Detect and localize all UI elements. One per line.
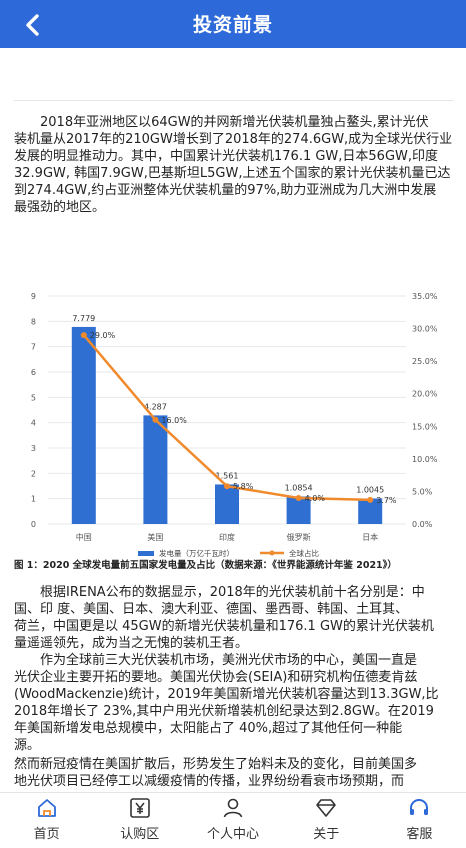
text-line: 源。 xyxy=(14,738,41,753)
x-tick-label: 美国 xyxy=(147,532,163,542)
nav-label-subscribe: 认购区 xyxy=(120,827,160,842)
x-tick-label: 俄罗斯 xyxy=(287,532,311,542)
nav-item-home[interactable]: 首页 xyxy=(0,793,93,848)
legend-swatch-bars xyxy=(138,551,154,556)
y-left-tick-label: 8 xyxy=(31,317,36,326)
y-right-tick-label: 5.0% xyxy=(412,487,433,496)
nav-item-subscribe[interactable]: 认购区 xyxy=(93,793,186,848)
nav-item-profile[interactable]: 个人中心 xyxy=(186,793,279,848)
generation-chart: 0 1 2 3 4 5 6 7 8 9 0.0% 5.0% 10.0% 15.0% 20.0% 25.0% 30… xyxy=(14,292,438,570)
text-line: 然而新冠疫情在美国扩散后，形势发生了始料未及的变化，目前美国多 xyxy=(14,757,418,772)
legend-label-bars: 发电量（万亿千瓦时） xyxy=(159,548,234,558)
bar-value-label: 1.0045 xyxy=(356,486,384,495)
y-left-tick-label: 2 xyxy=(31,469,36,478)
line-point xyxy=(152,416,159,423)
back-arrow-icon[interactable] xyxy=(18,10,48,40)
text-line: 根据IRENA公布的数据显示，2018年的光伏装机前十名分别是：中 xyxy=(14,585,425,600)
y-right-tick-label: 35.0% xyxy=(412,292,438,301)
line-point xyxy=(367,496,374,503)
x-tick-label: 中国 xyxy=(76,532,92,542)
line-value-label: 3.7% xyxy=(376,496,397,505)
y-right-tick-label: 25.0% xyxy=(412,357,438,366)
y-left-tick-label: 4 xyxy=(31,419,36,428)
y-right-tick-label: 0.0% xyxy=(412,520,433,529)
text-line: 最强劲的地区。 xyxy=(14,200,106,215)
user-icon xyxy=(223,798,243,818)
line-point xyxy=(295,494,302,501)
app-header: 投资前景 xyxy=(0,0,466,48)
text-line: 32.9GW, 韩国7.9GW,巴基斯坦L5GW,上述五个国家的累计光伏装机量已… xyxy=(14,166,451,181)
y-left-tick-label: 7 xyxy=(31,343,36,352)
text-line: 作为全球前三大光伏装机市场，美洲光伏市场的中心，美国一直是 xyxy=(14,653,418,668)
y-left-tick-label: 1 xyxy=(31,495,36,504)
diamond-icon xyxy=(316,799,337,817)
headset-icon xyxy=(410,799,429,815)
paragraph-usa: 作为全球前三大光伏装机市场，美洲光伏市场的中心，美国一直是 光伏企业主要开拓的要… xyxy=(14,652,454,754)
legend-label-line: 全球占比 xyxy=(289,548,319,558)
text-line: 光伏企业主要开拓的要地。美国光伏协会(SEIA)和研究机构伍德麦肯兹 xyxy=(14,670,418,685)
y-right-tick-label: 15.0% xyxy=(412,422,438,431)
yen-icon xyxy=(129,798,150,818)
paragraph-covid: 然而新冠疫情在美国扩散后，形势发生了始料未及的变化，目前美国多 地光伏项目已经停… xyxy=(14,756,454,790)
text-line: 发展的明显推动力。其中，中国累计光伏装机176.1 GW,日本56GW,印度 xyxy=(14,149,439,164)
text-line: (WoodMackenzie)统计，2019年美国新增光伏装机容量达到13.3G… xyxy=(14,687,439,702)
legend-marker-line xyxy=(269,550,275,556)
text-line: 荷兰，中国更是以 45GW的新增光伏装机量和176.1 GW的累计光伏装机 xyxy=(14,619,434,634)
line-point xyxy=(80,332,87,339)
paragraph-irena: 根据IRENA公布的数据显示，2018年的光伏装机前十名分别是：中 国、印 度、… xyxy=(14,584,454,652)
divider xyxy=(14,100,454,101)
nav-label-about: 关于 xyxy=(313,827,340,842)
text-line: 量遥遥领先，成为当之无愧的装机王者。 xyxy=(14,636,249,651)
line-value-label: 29.0% xyxy=(90,331,116,340)
bar-value-label: 1.561 xyxy=(216,471,239,480)
y-right-tick-label: 30.0% xyxy=(412,325,438,334)
y-left-tick-label: 6 xyxy=(31,368,36,377)
text-line: 装机量从2017年的210GW增长到了2018年的274.6GW,成为全球光伏行… xyxy=(14,132,453,147)
bar xyxy=(215,484,239,524)
bar-value-label: 1.0854 xyxy=(285,484,313,493)
nav-item-support[interactable]: 客服 xyxy=(373,793,466,848)
x-tick-label: 日本 xyxy=(362,532,378,542)
y-right-tick-label: 20.0% xyxy=(412,390,438,399)
text-line: 国、印 度、美国、日本、澳大利亚、德国、墨西哥、韩国、土耳其、 xyxy=(14,602,409,617)
bar xyxy=(143,415,168,524)
x-tick-label: 印度 xyxy=(219,532,235,542)
bar-value-label: 7.779 xyxy=(72,314,95,323)
y-right-tick-label: 10.0% xyxy=(412,455,438,464)
bar-value-label: 4.287 xyxy=(144,402,167,411)
line-value-label: 16.0% xyxy=(161,416,187,425)
y-left-tick-label: 3 xyxy=(31,444,36,453)
bar xyxy=(71,326,96,524)
bar xyxy=(286,496,311,524)
nav-label-support: 客服 xyxy=(406,827,433,842)
y-left-tick-label: 9 xyxy=(31,292,36,301)
line-value-label: 4.0% xyxy=(305,494,326,503)
text-line: 年美国新增发电总规模中，太阳能占了 40%,超过了其他任何一种能 xyxy=(14,721,403,736)
nav-item-about[interactable]: 关于 xyxy=(280,793,373,848)
line-point xyxy=(224,483,230,490)
bottom-nav: 首页 认购区 个人中心 关于 客服 xyxy=(0,792,466,848)
nav-label-home: 首页 xyxy=(33,827,60,842)
chart-caption: 图 1：2020 全球发电量前五国家发电量及占比（数据来源：《世界能源统计年鉴 … xyxy=(14,559,397,570)
text-line: 2018年增长了 23%,其中户用光伏新增装机创纪录达到2.8GW。在2019 xyxy=(14,704,434,719)
nav-label-profile: 个人中心 xyxy=(207,827,260,842)
text-line: 地光伏项目已经停工以减缓疫情的传播，业界纷纷看衰市场预期，而 xyxy=(14,774,405,789)
text-line: 2018年亚洲地区以64GW的并网新增光伏装机量独占鳌头,累计光伏 xyxy=(14,115,429,130)
home-icon xyxy=(37,799,56,817)
y-left-tick-label: 0 xyxy=(31,520,36,529)
text-line: 到274.4GW,约占亚洲整体光伏装机量的97%,助力亚洲成为几大洲中发展 xyxy=(14,183,437,198)
line-value-label: 5.8% xyxy=(233,482,254,491)
y-left-tick-label: 5 xyxy=(31,393,36,402)
article-content[interactable]: 2018年亚洲地区以64GW的并网新增光伏装机量独占鳌头,累计光伏 装机量从20… xyxy=(0,48,466,792)
paragraph-asia: 2018年亚洲地区以64GW的并网新增光伏装机量独占鳌头,累计光伏 装机量从20… xyxy=(14,114,454,216)
page-title: 投资前景 xyxy=(192,14,273,36)
